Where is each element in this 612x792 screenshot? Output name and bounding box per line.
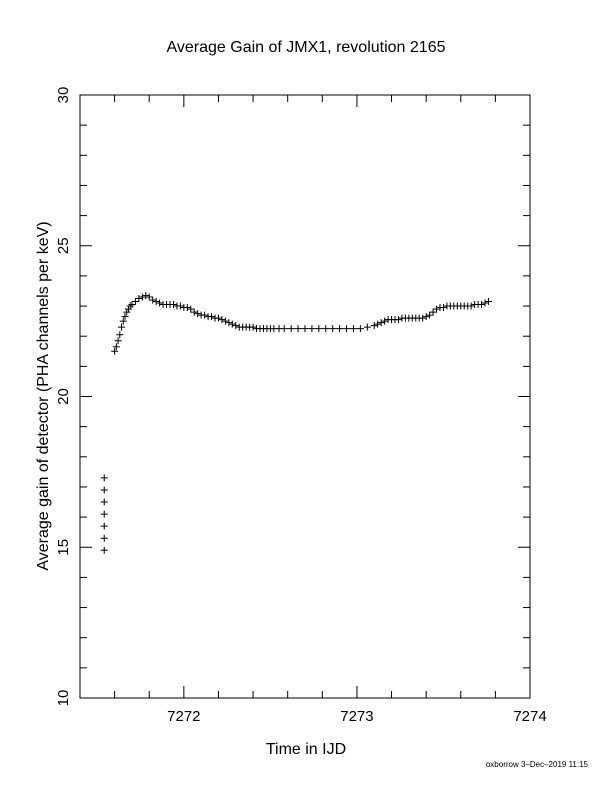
data-point — [183, 304, 191, 312]
y-axis-label: Average gain of detector (PHA channels p… — [35, 221, 52, 570]
data-point — [152, 298, 160, 306]
data-point — [123, 308, 131, 316]
data-point — [308, 325, 316, 333]
data-point — [190, 308, 198, 316]
data-point — [374, 320, 382, 328]
data-point — [363, 323, 371, 331]
data-point — [433, 305, 441, 313]
data-point — [201, 311, 209, 319]
data-point — [114, 337, 122, 345]
x-axis-tick-labels: 7272 7273 7274 — [167, 708, 547, 725]
data-point — [329, 325, 337, 333]
x-tick-label: 7274 — [513, 708, 546, 725]
data-point — [100, 498, 108, 506]
y-tick-label: 25 — [55, 237, 72, 254]
data-point — [156, 299, 164, 307]
y-axis-tick-labels: 10 15 20 25 30 — [55, 87, 72, 707]
x-tick-label: 7273 — [340, 708, 373, 725]
data-point — [194, 310, 202, 318]
x-tick-label: 7272 — [167, 708, 200, 725]
data-point — [126, 302, 134, 310]
data-point — [394, 316, 402, 324]
data-point — [112, 343, 120, 351]
data-point — [100, 474, 108, 482]
data-point — [315, 325, 323, 333]
data-point — [131, 298, 139, 306]
data-point — [419, 314, 427, 322]
plot-frame — [79, 94, 531, 699]
data-point — [426, 311, 434, 319]
data-point — [336, 325, 344, 333]
data-point — [287, 325, 295, 333]
data-point — [370, 322, 378, 330]
data-point — [218, 316, 226, 324]
data-point — [381, 317, 389, 325]
data-point — [484, 298, 492, 306]
data-point — [100, 486, 108, 494]
y-tick-label: 10 — [55, 690, 72, 707]
y-tick-label: 15 — [55, 539, 72, 556]
data-point — [228, 320, 236, 328]
data-point — [208, 313, 216, 321]
data-point — [100, 522, 108, 530]
data-point — [429, 308, 437, 316]
data-point — [100, 510, 108, 518]
data-point — [128, 301, 136, 309]
data-point — [118, 323, 126, 331]
data-point — [142, 291, 150, 299]
data-point — [301, 325, 309, 333]
data-points — [100, 291, 492, 554]
data-point — [377, 319, 385, 327]
data-point — [322, 325, 330, 333]
y-axis-ticks — [80, 94, 530, 699]
data-point — [119, 317, 127, 325]
y-tick-label: 20 — [55, 388, 72, 405]
y-tick-label: 30 — [55, 87, 72, 104]
data-point — [349, 325, 357, 333]
data-point — [232, 322, 240, 330]
data-point — [280, 325, 288, 333]
data-point — [481, 299, 489, 307]
data-point — [343, 325, 351, 333]
data-point — [138, 293, 146, 301]
data-point — [100, 546, 108, 554]
data-point — [422, 313, 430, 321]
data-point — [149, 296, 157, 304]
data-point — [176, 302, 184, 310]
data-point — [294, 325, 302, 333]
data-point — [124, 305, 132, 313]
data-point — [225, 319, 233, 327]
data-point — [100, 534, 108, 542]
data-point — [121, 313, 129, 321]
data-point — [111, 347, 119, 355]
chart-title: Average Gain of JMX1, revolution 2165 — [167, 39, 446, 56]
data-point — [145, 293, 153, 301]
data-point — [249, 323, 257, 331]
data-point — [169, 301, 177, 309]
data-point — [187, 305, 195, 313]
x-axis-ticks — [79, 95, 531, 698]
data-point — [478, 301, 486, 309]
data-point — [221, 317, 229, 325]
credit-text: oxborrow 3–Dec–2019 11:15 — [486, 760, 589, 769]
x-axis-label: Time in IJD — [266, 741, 346, 758]
data-point — [214, 314, 222, 322]
data-point — [135, 295, 143, 303]
data-point — [467, 302, 475, 310]
data-point — [116, 331, 124, 339]
data-point — [439, 304, 447, 312]
data-point — [356, 325, 364, 333]
